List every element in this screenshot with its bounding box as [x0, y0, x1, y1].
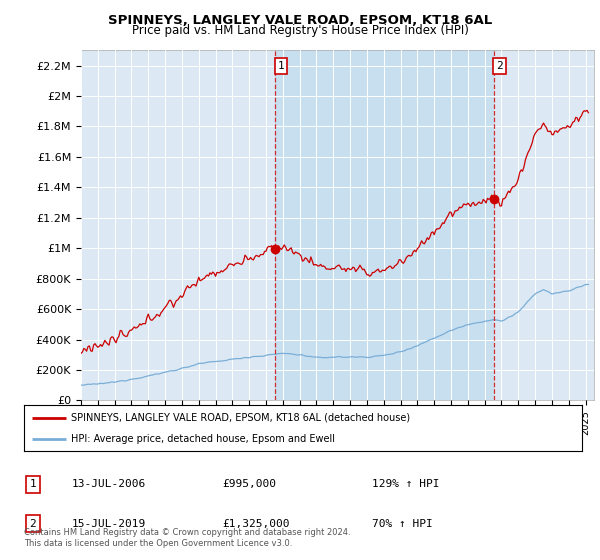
Text: £1,325,000: £1,325,000 — [222, 519, 290, 529]
Text: SPINNEYS, LANGLEY VALE ROAD, EPSOM, KT18 6AL: SPINNEYS, LANGLEY VALE ROAD, EPSOM, KT18… — [108, 14, 492, 27]
Text: 70% ↑ HPI: 70% ↑ HPI — [372, 519, 433, 529]
Text: £995,000: £995,000 — [222, 479, 276, 489]
Text: 1: 1 — [29, 479, 37, 489]
Text: 2: 2 — [496, 61, 503, 71]
Text: Contains HM Land Registry data © Crown copyright and database right 2024.
This d: Contains HM Land Registry data © Crown c… — [24, 528, 350, 548]
Text: HPI: Average price, detached house, Epsom and Ewell: HPI: Average price, detached house, Epso… — [71, 435, 335, 444]
Text: 2: 2 — [29, 519, 37, 529]
Text: SPINNEYS, LANGLEY VALE ROAD, EPSOM, KT18 6AL (detached house): SPINNEYS, LANGLEY VALE ROAD, EPSOM, KT18… — [71, 413, 410, 423]
Text: 129% ↑ HPI: 129% ↑ HPI — [372, 479, 439, 489]
Text: 15-JUL-2019: 15-JUL-2019 — [72, 519, 146, 529]
Text: 1: 1 — [278, 61, 284, 71]
Text: Price paid vs. HM Land Registry's House Price Index (HPI): Price paid vs. HM Land Registry's House … — [131, 24, 469, 37]
Bar — [275, 50, 494, 400]
Text: 13-JUL-2006: 13-JUL-2006 — [72, 479, 146, 489]
